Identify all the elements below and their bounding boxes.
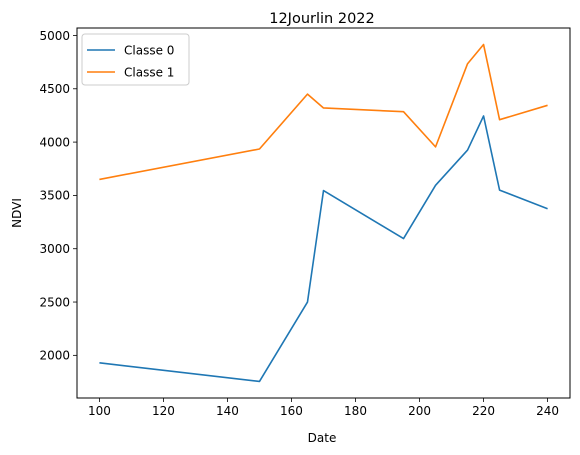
y-tick-label: 3000 <box>39 242 70 256</box>
legend-label-classe-0: Classe 0 <box>124 44 174 58</box>
x-tick-label: 220 <box>472 404 495 418</box>
y-axis-label: NDVI <box>10 198 24 228</box>
y-tick-label: 4000 <box>39 135 70 149</box>
y-tick-label: 5000 <box>39 29 70 43</box>
series-line-classe-0 <box>99 115 548 383</box>
x-axis: 100 120 140 160 180 200 220 240 <box>88 398 559 418</box>
y-tick-label: 2000 <box>39 349 70 363</box>
x-tick-label: 160 <box>280 404 303 418</box>
x-tick-label: 180 <box>344 404 367 418</box>
series-layer <box>99 43 548 383</box>
plot-area <box>76 27 571 399</box>
y-tick-label: 4500 <box>39 82 70 96</box>
x-tick-label: 200 <box>408 404 431 418</box>
series-line-classe-1 <box>99 43 548 181</box>
x-tick-label: 120 <box>152 404 175 418</box>
y-axis: 2000 2500 3000 3500 4000 4500 5000 <box>39 29 77 363</box>
chart-title: 12Jourlin 2022 <box>269 11 375 27</box>
x-tick-label: 240 <box>536 404 559 418</box>
x-tick-label: 100 <box>88 404 111 418</box>
x-tick-label: 140 <box>216 404 239 418</box>
y-tick-label: 2500 <box>39 295 70 309</box>
x-axis-label: Date <box>308 431 337 445</box>
legend: Classe 0 Classe 1 <box>81 33 190 86</box>
y-tick-label: 3500 <box>39 189 70 203</box>
legend-label-classe-1: Classe 1 <box>124 66 174 80</box>
